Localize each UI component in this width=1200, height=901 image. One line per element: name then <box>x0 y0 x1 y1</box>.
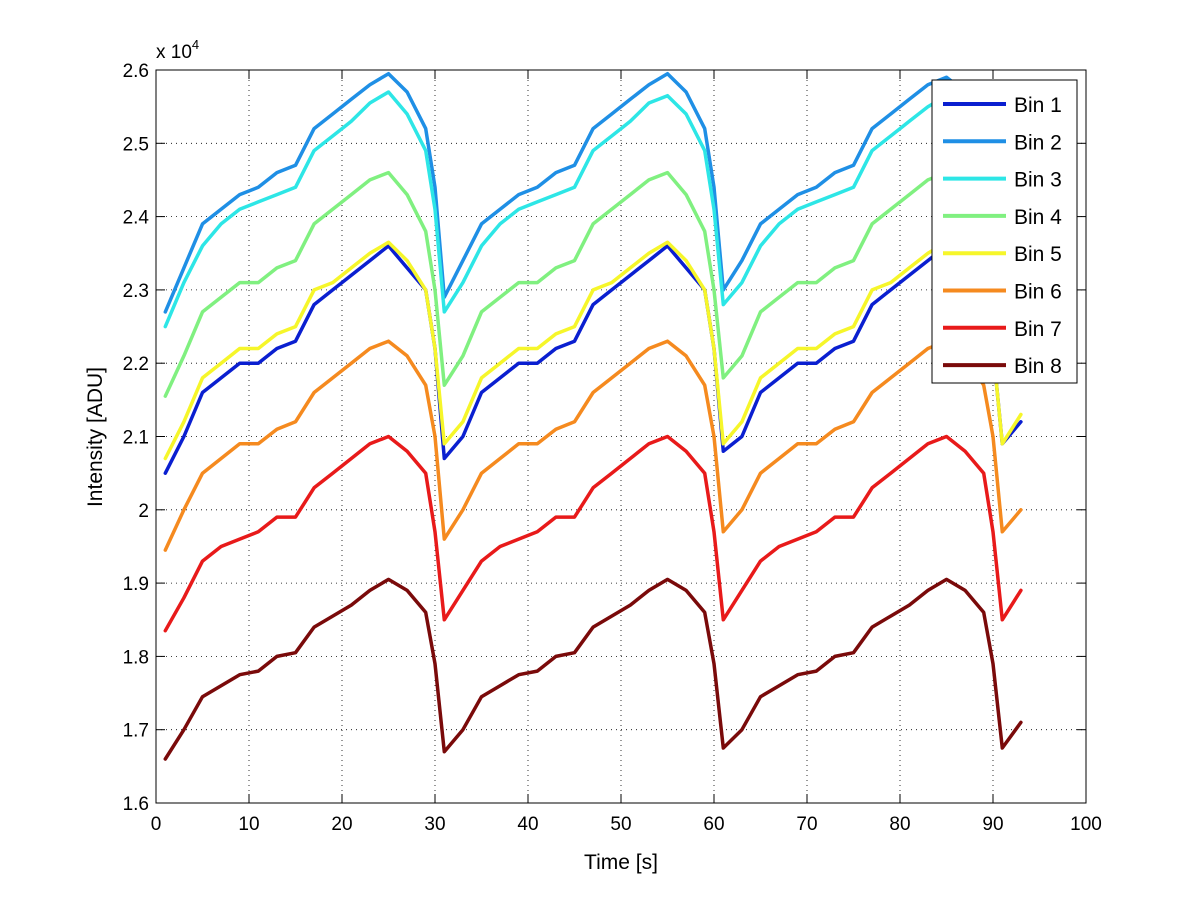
x-tick-label: 20 <box>331 814 352 835</box>
x-tick-label: 100 <box>1070 814 1102 835</box>
axis-ticks <box>155 69 1087 804</box>
x-tick-label: 50 <box>610 814 631 835</box>
legend-label-bin-3: Bin 3 <box>1014 169 1062 192</box>
y-axis-multiplier: x 104 <box>156 37 199 63</box>
legend-label-bin-5: Bin 5 <box>1014 243 1062 266</box>
series-line-bin-3 <box>163 90 1023 329</box>
x-tick-label: 0 <box>151 814 162 835</box>
series-lines <box>163 71 1023 761</box>
y-tick-labels: 1.6 1.7 1.8 1.9 2 2.1 2.2 2.3 2.4 2.5 2.6 <box>123 61 150 815</box>
x-tick-labels: 0 10 20 30 40 50 60 70 80 90 100 <box>151 814 1102 835</box>
y-tick-label: 2 <box>138 501 149 522</box>
y-tick-label: 1.7 <box>123 721 149 742</box>
legend-label-bin-2: Bin 2 <box>1014 131 1062 154</box>
y-tick-label: 1.8 <box>123 647 149 668</box>
y-tick-label: 1.6 <box>123 794 149 815</box>
legend-label-bin-4: Bin 4 <box>1014 206 1062 229</box>
x-tick-label: 80 <box>889 814 910 835</box>
series-line-bin-1 <box>163 244 1023 475</box>
legend-label-bin-7: Bin 7 <box>1014 318 1062 341</box>
series-line-bin-6 <box>163 339 1023 552</box>
y-tick-label: 2.3 <box>123 281 149 302</box>
x-tick-label: 90 <box>982 814 1003 835</box>
y-tick-label: 2.1 <box>123 428 149 449</box>
y-tick-label: 2.6 <box>123 61 149 82</box>
legend-label-bin-8: Bin 8 <box>1014 355 1062 378</box>
series-line-bin-2 <box>163 71 1023 314</box>
legend-label-bin-1: Bin 1 <box>1014 94 1062 117</box>
grid-lines <box>156 70 1086 803</box>
x-axis-title: Time [s] <box>584 851 658 874</box>
legend: Bin 1 Bin 2 Bin 3 Bin 4 Bin 5 Bin 6 Bin 7 Bin 8 <box>931 79 1078 384</box>
x-tick-label: 30 <box>424 814 445 835</box>
x-tick-label: 70 <box>796 814 817 835</box>
y-axis-title: Intensity [ADU] <box>84 367 107 507</box>
series-line-bin-7 <box>163 434 1023 633</box>
y-tick-label: 2.5 <box>123 134 149 155</box>
series-line-bin-8 <box>163 577 1023 761</box>
series-line-bin-5 <box>163 240 1023 461</box>
legend-box <box>931 79 1078 384</box>
y-tick-label: 2.2 <box>123 354 149 375</box>
x-tick-label: 40 <box>517 814 538 835</box>
y-tick-label: 2.4 <box>123 208 150 229</box>
x-tick-label: 10 <box>238 814 259 835</box>
y-tick-label: 1.9 <box>123 574 149 595</box>
y-axis-multiplier-base: x 10 <box>156 42 192 63</box>
series-line-bin-4 <box>163 170 1023 398</box>
x-tick-label: 60 <box>703 814 724 835</box>
y-axis-multiplier-exponent: 4 <box>192 37 199 52</box>
legend-label-bin-6: Bin 6 <box>1014 281 1062 304</box>
